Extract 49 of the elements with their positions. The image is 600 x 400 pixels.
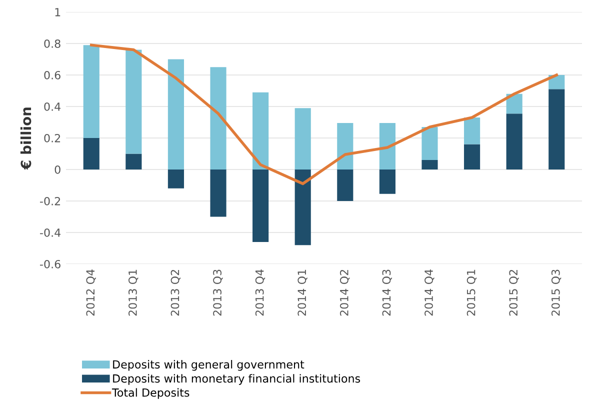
bar: [548, 89, 565, 170]
bar: [294, 170, 311, 246]
bar: [506, 114, 522, 170]
bar: [210, 170, 226, 217]
y-tick-label: 1: [55, 8, 60, 16]
y-tick-label: 0.4: [44, 102, 61, 111]
bar: [126, 154, 142, 170]
bar: [294, 108, 311, 170]
x-tick-label: 2014 Q4: [424, 269, 434, 316]
bar: [464, 144, 480, 170]
x-tick-label: 2014 Q3: [382, 270, 392, 316]
bar: [168, 59, 184, 170]
x-tick-label: 2013 Q2: [170, 270, 180, 316]
x-tick-label: 2015 Q3: [551, 270, 562, 316]
bar: [379, 123, 396, 170]
x-tick-label: 2015 Q1: [466, 270, 477, 316]
bar: [83, 45, 100, 138]
y-tick-label: -0.2: [40, 196, 60, 206]
x-tick-label: 2013 Q3: [213, 270, 223, 316]
x-tick-label: 2014 Q2: [340, 270, 350, 316]
y-tick-label: -0.4: [40, 228, 61, 237]
line-series: [90, 44, 558, 186]
legend-label: Deposits with general government: [113, 360, 304, 371]
x-tick-label: 2013 Q4: [255, 269, 266, 316]
legend-label: Deposits with monetary financial institutions: [113, 374, 360, 385]
bar: [422, 160, 438, 170]
y-tick-label: 0: [54, 165, 60, 174]
x-tick-label: 2014 Q1: [298, 270, 308, 316]
y-tick-label: 0.2: [44, 134, 60, 142]
y-tick-label: 0.8: [44, 39, 60, 48]
bar: [126, 50, 142, 154]
bar: [379, 170, 396, 194]
y-tick-label: 0.6: [44, 70, 60, 80]
x-tick-label: 2013 Q1: [128, 270, 138, 316]
bar: [464, 118, 480, 144]
bar: [210, 67, 226, 170]
bar: [252, 170, 269, 242]
x-tick-label: 2012 Q4: [86, 269, 96, 316]
bar: [337, 170, 354, 201]
y-axis-title: € billion: [20, 108, 32, 170]
x-tick-label: 2015 Q2: [509, 270, 519, 316]
y-tick-label: -0.6: [40, 260, 60, 268]
legend-label: Total Deposits: [112, 388, 190, 399]
bar: [83, 138, 100, 170]
bar: [252, 92, 269, 170]
bar: [506, 94, 522, 114]
bar: [168, 170, 184, 188]
bar: [422, 126, 438, 160]
bar: [337, 123, 354, 170]
